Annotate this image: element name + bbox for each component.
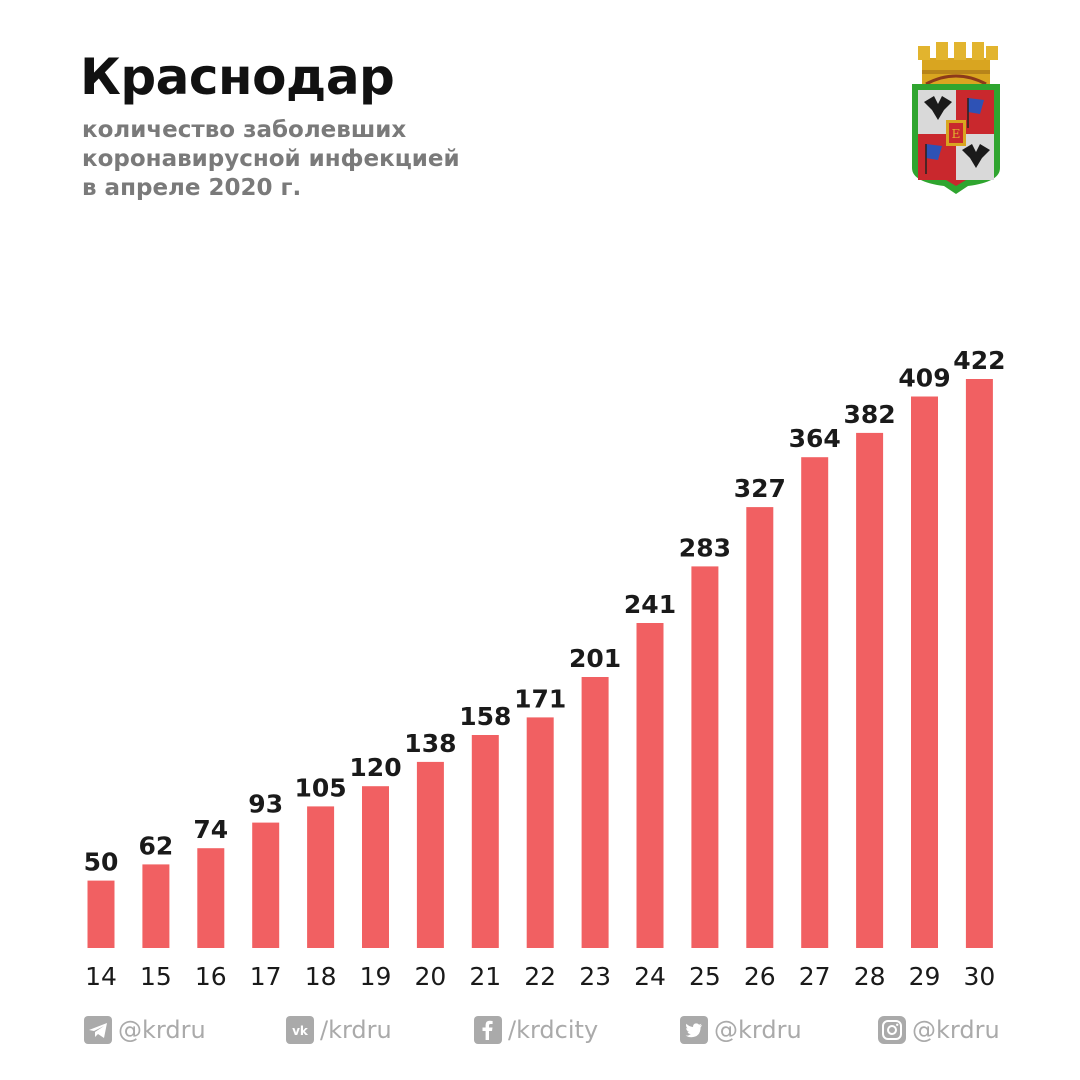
x-tick-label: 19: [360, 962, 392, 991]
bar-18: [307, 806, 335, 948]
social-label: @krdru: [714, 1016, 802, 1044]
x-tick-label: 24: [634, 962, 666, 991]
vk-icon: vk: [286, 1016, 314, 1044]
bar-25: [691, 566, 719, 948]
bar-value-label: 50: [84, 848, 119, 877]
x-tick-label: 23: [579, 962, 611, 991]
social-label: @krdru: [118, 1016, 206, 1044]
bar-23: [581, 677, 609, 948]
bar-value-label: 364: [789, 424, 841, 453]
x-tick-label: 30: [963, 962, 995, 991]
x-axis-tick-labels: 14 15 16 17 18 19 20 21 22 23 24 25 26 27 28 29 30: [85, 962, 995, 991]
bar-15: [142, 864, 170, 948]
x-tick-label: 16: [195, 962, 227, 991]
bar-value-label: 74: [193, 815, 228, 844]
subtitle-line: коронавирусной инфекцией: [82, 146, 460, 172]
bar-value-label: 138: [404, 729, 456, 758]
bar-value-label: 120: [349, 753, 401, 782]
x-tick-label: 14: [85, 962, 117, 991]
social-label: /krdru: [320, 1016, 392, 1044]
crown-icon: [918, 42, 998, 86]
bar-value-label: 93: [248, 790, 283, 819]
bar-20: [416, 761, 444, 948]
x-tick-label: 21: [469, 962, 501, 991]
bar-value-label: 409: [898, 364, 950, 393]
bar-19: [362, 786, 389, 948]
telegram-icon: [84, 1016, 112, 1044]
bar-value-label: 158: [459, 702, 511, 731]
x-tick-label: 20: [414, 962, 446, 991]
x-tick-label: 18: [305, 962, 337, 991]
bar-value-label: 62: [139, 831, 174, 860]
bar-17: [252, 822, 280, 948]
bar-22: [526, 717, 554, 948]
footer-socials: @krdru vk /krdru /krdcity @krdru @krdru: [0, 1010, 1080, 1050]
social-facebook[interactable]: /krdcity: [474, 1010, 598, 1050]
bar-series: [87, 379, 993, 948]
social-twitter[interactable]: @krdru: [680, 1010, 802, 1050]
bar-value-label: 327: [734, 474, 786, 503]
social-label: /krdcity: [508, 1016, 599, 1044]
bar-value-label: 241: [624, 590, 676, 619]
social-label: @krdru: [912, 1016, 1000, 1044]
social-telegram[interactable]: @krdru: [84, 1010, 206, 1050]
bar-28: [856, 432, 884, 948]
bar-29: [911, 396, 938, 948]
x-tick-label: 22: [524, 962, 556, 991]
city-coat-of-arms-icon: Е: [912, 42, 1000, 194]
x-tick-label: 29: [909, 962, 941, 991]
x-tick-label: 25: [689, 962, 721, 991]
svg-text:Е: Е: [952, 127, 961, 141]
x-tick-label: 27: [799, 962, 831, 991]
bar-26: [746, 507, 774, 948]
instagram-icon: [878, 1016, 906, 1044]
subtitle-line: в апреле 2020 г.: [82, 175, 302, 201]
page-subtitle: количество заболевших коронавирусной инф…: [82, 116, 460, 203]
bar-value-label: 382: [844, 400, 896, 429]
svg-text:vk: vk: [292, 1024, 309, 1038]
bar-24: [636, 623, 664, 948]
page-title: Краснодар: [80, 48, 395, 106]
twitter-icon: [680, 1016, 708, 1044]
bar-27: [801, 457, 829, 948]
social-vk[interactable]: vk /krdru: [286, 1010, 392, 1050]
x-tick-label: 15: [140, 962, 172, 991]
facebook-icon: [474, 1016, 502, 1044]
subtitle-line: количество заболевших: [82, 117, 407, 143]
bar-value-label: 171: [514, 684, 566, 713]
bar-value-label: 283: [679, 533, 731, 562]
bar-30: [965, 379, 993, 948]
bar-21: [471, 735, 499, 948]
bar-14: [87, 880, 115, 948]
bar-value-label: 422: [953, 346, 1005, 375]
bar-16: [197, 848, 225, 948]
x-tick-label: 17: [250, 962, 282, 991]
x-tick-label: 26: [744, 962, 776, 991]
bar-value-label: 105: [295, 773, 347, 802]
social-instagram[interactable]: @krdru: [878, 1010, 1000, 1050]
x-tick-label: 28: [854, 962, 886, 991]
bar-value-label: 201: [569, 644, 621, 673]
